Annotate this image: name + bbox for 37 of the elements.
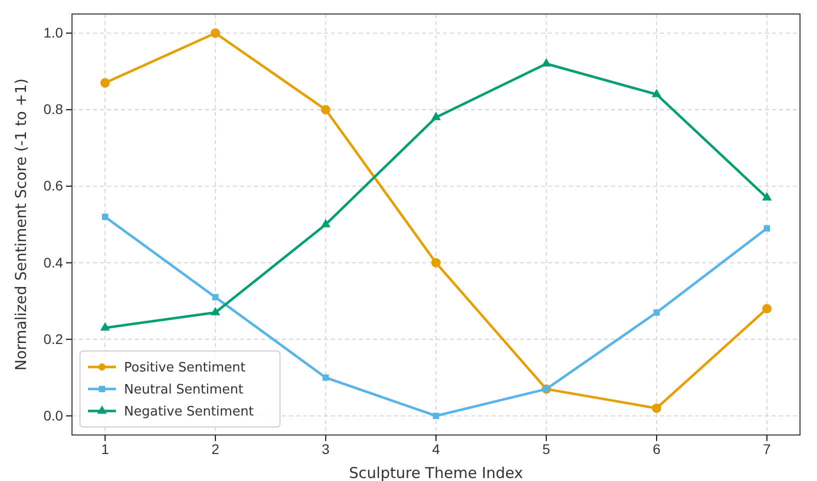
y-tick-label: 0.8 [44,101,64,118]
point [100,322,110,331]
point [541,58,552,67]
y-tick-label: 0.0 [44,407,64,424]
point [210,306,220,316]
point [432,412,440,420]
x-tick-label: 2 [211,440,220,457]
x-tick-label: 1 [101,440,110,457]
point [764,225,770,232]
x-axis-title: Sculpture Theme Index [349,464,524,481]
point [102,214,108,220]
y-tick-label: 0.6 [44,178,64,194]
x-tick-label: 7 [763,440,772,457]
x-tick-label: 6 [652,440,661,457]
point [652,88,662,98]
point [762,304,772,314]
point [320,218,331,228]
y-tick-label: 0.4 [44,254,64,270]
y-axis-title: Normalized Sentiment Score (-1 to +1) [12,78,30,371]
point [652,404,662,413]
point [762,192,772,200]
y-tick-label: 1.0 [44,24,64,41]
point [431,258,441,268]
point [431,112,441,120]
x-tick-label: 3 [322,440,330,457]
legend-label: Neutral Sentiment [124,382,244,398]
point [212,294,219,300]
point [100,78,110,88]
point [210,28,220,38]
x-tick-label: 5 [542,440,550,457]
legend-label: Positive Sentiment [124,360,246,376]
legend-label: Negative Sentiment [124,404,254,420]
x-tick-label: 4 [432,440,440,457]
point [653,309,660,316]
point [320,104,330,114]
y-tick-label: 0.2 [44,330,64,347]
point [322,374,329,381]
